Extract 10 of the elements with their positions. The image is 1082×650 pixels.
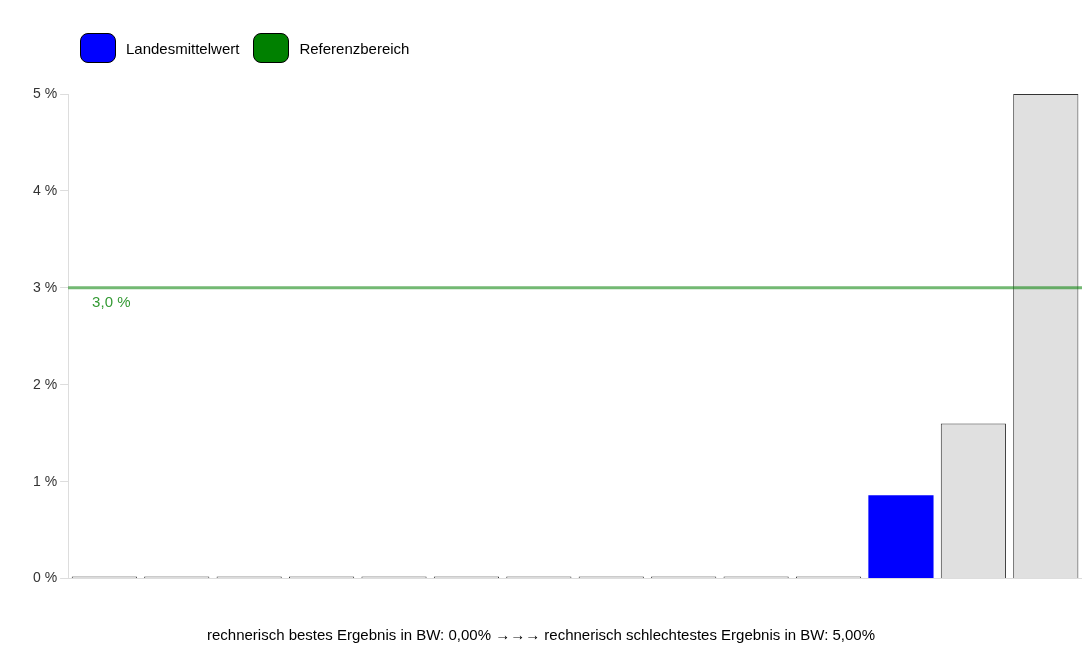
legend-label: Landesmittelwert [126, 39, 240, 57]
y-tick-label: 3 % [33, 278, 58, 295]
text: rechnerisch bestes Ergebnis in BW: 0,00% →→→ rechnerisch schlechtestes Ergebnis in BW: 5,00% [205, 626, 877, 643]
legend-label: Referenzbereich [299, 39, 410, 57]
y-tick-label: 4 % [33, 181, 58, 198]
y-tick-label: 2 % [33, 375, 58, 392]
y-tick-label: 5 % [33, 84, 58, 101]
y-tick-label: 1 % [33, 472, 58, 489]
annotation: 3,0 % [92, 293, 131, 311]
y-tick-label: 0 % [33, 569, 58, 586]
